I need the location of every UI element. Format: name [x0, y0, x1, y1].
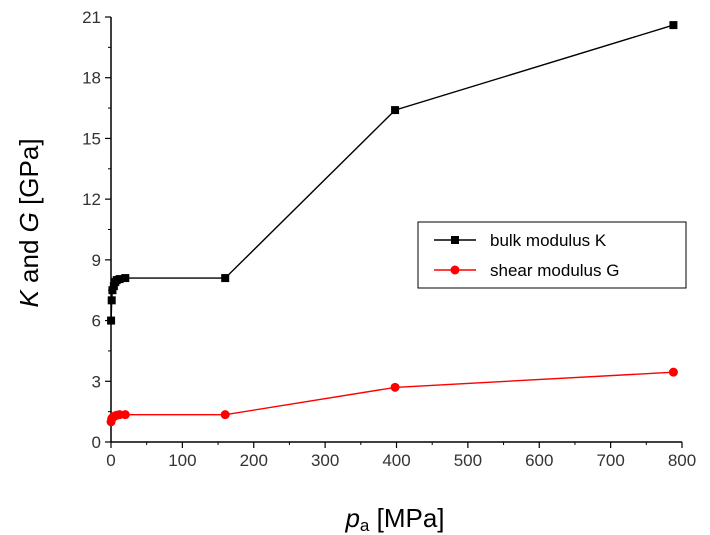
data-point [221, 274, 230, 283]
axes: 0 100 200 300 400 500 600 700 800 0 3 6 9 12 15 18 21 [82, 8, 696, 470]
data-point [391, 106, 400, 115]
x-tick-label: 500 [454, 451, 482, 470]
x-tick-label: 300 [311, 451, 339, 470]
legend-marker [451, 236, 459, 244]
legend: bulk modulus K shear modulus G [417, 221, 687, 289]
y-tick-label: 3 [92, 372, 101, 391]
y-axis-title-and: and [14, 232, 44, 290]
y-tick-label: 0 [92, 433, 101, 452]
x-tick-label: 700 [596, 451, 624, 470]
data-point [107, 296, 116, 305]
x-axis-title-var: p [344, 503, 359, 533]
series-line [110, 371, 674, 422]
data-point [390, 382, 400, 392]
series-layer [106, 21, 678, 427]
legend-marker [450, 265, 460, 275]
legend-label: shear modulus G [490, 261, 619, 280]
x-axis-title: pa [MPa] [344, 503, 444, 535]
y-tick-label: 6 [92, 312, 101, 331]
data-point [115, 275, 124, 284]
data-point [668, 367, 678, 377]
data-point [108, 286, 117, 295]
data-point [669, 21, 678, 30]
x-axis-title-sub: a [360, 516, 370, 535]
y-axis-title: K and G [GPa] [14, 138, 44, 307]
x-tick-label: 0 [106, 451, 115, 470]
y-tick-label: 18 [82, 69, 101, 88]
axis-titles: pa [MPa] K and G [GPa] [14, 138, 445, 535]
y-axis-title-g: G [14, 212, 44, 232]
x-tick-label: 600 [525, 451, 553, 470]
data-point [109, 282, 118, 291]
y-tick-label: 15 [82, 129, 101, 148]
y-tick-label: 21 [82, 8, 101, 27]
y-tick-label: 9 [92, 251, 101, 270]
data-point [107, 316, 116, 325]
y-tick-label: 12 [82, 190, 101, 209]
x-tick-label: 800 [668, 451, 696, 470]
series-2 [106, 367, 678, 427]
legend-label: bulk modulus K [490, 231, 607, 250]
data-point [120, 410, 130, 420]
legend-item: shear modulus G [434, 261, 619, 280]
x-tick-label: 400 [382, 451, 410, 470]
x-tick-label: 200 [240, 451, 268, 470]
legend-box [417, 221, 687, 289]
series-1 [107, 21, 678, 325]
y-axis-title-unit: [GPa] [14, 138, 44, 212]
legend-item: bulk modulus K [434, 231, 607, 250]
data-point [220, 410, 230, 420]
x-axis-title-unit: [MPa] [369, 503, 444, 533]
y-axis-title-k: K [14, 289, 44, 308]
data-point [121, 274, 130, 283]
x-tick-label: 100 [168, 451, 196, 470]
